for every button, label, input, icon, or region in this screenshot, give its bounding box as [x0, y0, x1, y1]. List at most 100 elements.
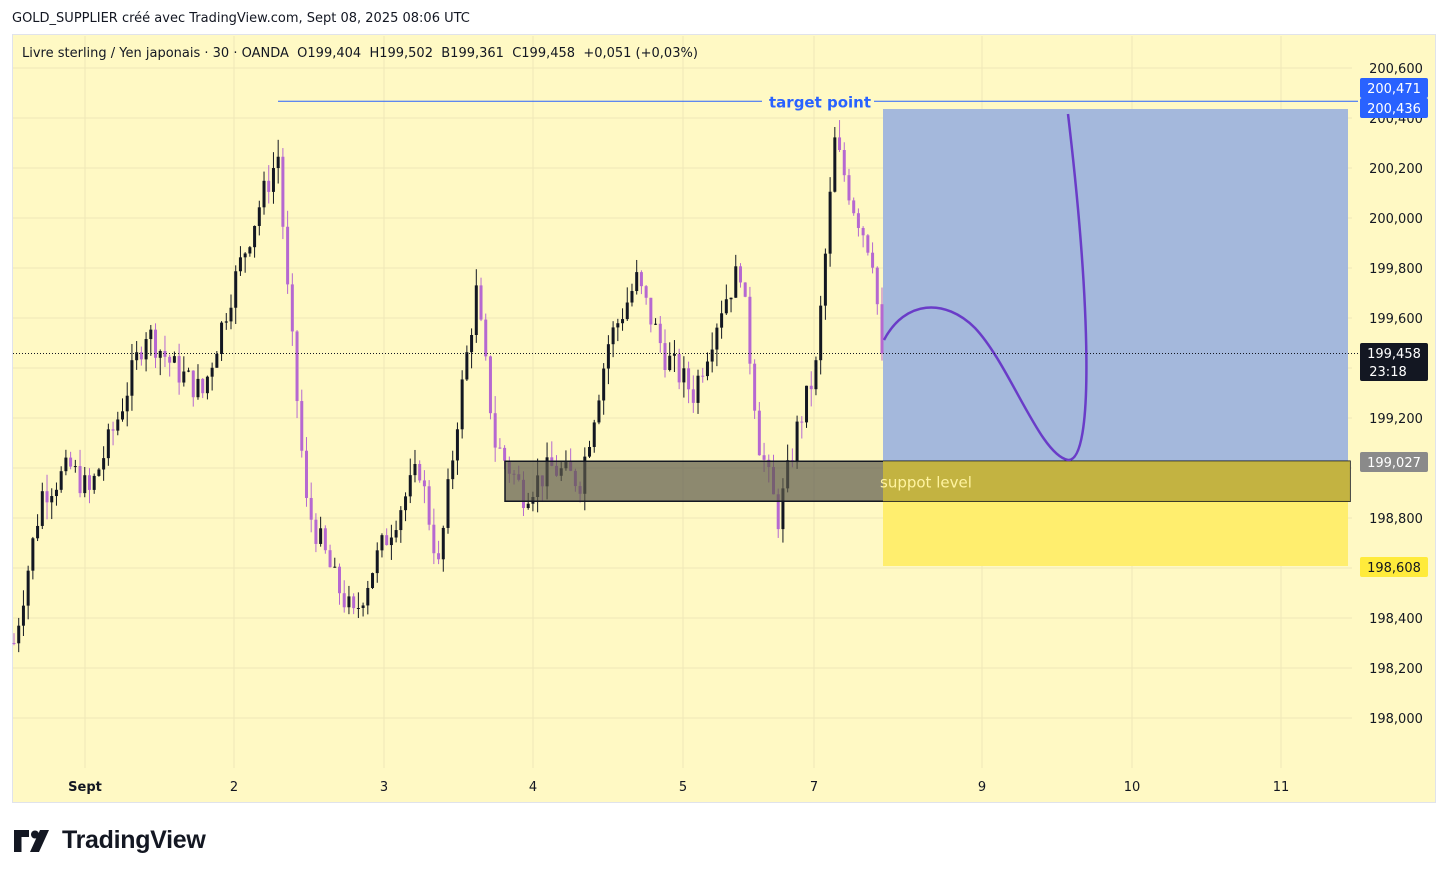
candle-body	[658, 323, 662, 344]
tag-target-entry-bg	[1360, 98, 1428, 118]
candle-body	[36, 525, 40, 539]
candle-body	[823, 253, 827, 306]
candle-body	[833, 137, 837, 192]
candle-body	[248, 247, 252, 254]
candle-body	[69, 457, 73, 467]
candle-body	[479, 285, 483, 320]
candle-body	[172, 356, 176, 363]
tag-support-text: 199,027	[1367, 456, 1421, 471]
candle-body	[163, 351, 167, 357]
projection-curve	[882, 113, 1088, 462]
price-axis-label: 198,200	[1369, 662, 1423, 677]
candle-body	[611, 327, 615, 345]
candle-body	[413, 463, 417, 476]
candle-body	[135, 352, 139, 361]
candle-body	[437, 553, 441, 560]
candle-body	[290, 284, 294, 332]
candle-body	[705, 361, 709, 377]
candle-body	[168, 356, 172, 363]
tag-current-price-countdown: 23:18	[1369, 365, 1406, 380]
candle-body	[408, 475, 412, 497]
tag-target-high: 200,471	[1360, 78, 1428, 98]
time-axis-label: 10	[1124, 780, 1141, 795]
tag-support: 199,027	[1360, 452, 1428, 472]
price-axis-label: 199,800	[1369, 262, 1423, 277]
drawings: suppot level target point	[13, 93, 1358, 502]
candle-body	[738, 266, 742, 283]
time-axis-label: 7	[810, 780, 818, 795]
candle-body	[304, 450, 308, 498]
candle-body	[12, 643, 16, 644]
candle-body	[389, 537, 393, 546]
candle-body	[668, 355, 672, 370]
candle-body	[602, 368, 606, 401]
candle-body	[187, 370, 191, 372]
candle-body	[734, 266, 738, 298]
tag-target-entry: 200,436	[1360, 98, 1428, 118]
candle-body	[446, 479, 450, 528]
support-level-overlay	[883, 461, 1350, 502]
candle-body	[144, 339, 148, 360]
candle-body	[201, 378, 205, 394]
candle-body	[40, 491, 44, 526]
target-point-label: target point	[769, 93, 871, 111]
candle-body	[465, 352, 469, 380]
candle-body	[328, 550, 332, 568]
candle-body	[333, 566, 337, 568]
time-axis-label: 4	[529, 780, 537, 795]
candle-body	[819, 305, 823, 361]
candle-body	[21, 605, 25, 626]
candle-body	[271, 168, 275, 192]
candle-body	[597, 400, 601, 423]
time-axis-label: Sept	[68, 780, 102, 795]
candle-body	[87, 475, 91, 490]
tradingview-wordmark: TradingView	[62, 826, 206, 854]
candle-body	[470, 335, 474, 353]
tag-current-price-bg	[1360, 343, 1428, 381]
candle-body	[262, 180, 266, 208]
candle-body	[371, 573, 375, 588]
price-axis-label: 199,200	[1369, 412, 1423, 427]
symbol-name[interactable]: Livre sterling / Yen japonais · 30 · OAN…	[22, 46, 289, 61]
candle-body	[314, 519, 318, 544]
candle-body	[682, 368, 686, 383]
candle-body	[319, 528, 323, 544]
candle-body	[654, 323, 658, 325]
candle-body	[64, 457, 68, 472]
candle-body	[323, 528, 327, 551]
candle-body	[880, 304, 884, 354]
candle-body	[776, 494, 780, 530]
candle-body	[125, 395, 129, 412]
ohlc-low: B199,361	[441, 46, 504, 61]
candle-body	[455, 429, 459, 461]
candle-body	[856, 213, 860, 228]
candle-body	[503, 447, 507, 461]
symbol-legend[interactable]: Livre sterling / Yen japonais · 30 · OAN…	[22, 46, 698, 61]
candle-body	[635, 272, 639, 292]
candle-body	[286, 226, 290, 285]
tag-current-price-text: 199,458	[1367, 347, 1421, 362]
tag-stop-text: 198,608	[1367, 561, 1421, 576]
candle-body	[347, 596, 351, 608]
tag-stop: 198,608	[1360, 557, 1428, 577]
candle-body	[677, 354, 681, 383]
candle-body	[493, 413, 497, 448]
candle-body	[630, 291, 634, 303]
price-axis: 200,600 200,200 200,000 199,800 199,600 199,2…	[1369, 62, 1423, 727]
candle-body	[743, 282, 747, 297]
candle-body	[498, 447, 502, 449]
candle-body	[606, 344, 610, 369]
candle-body	[762, 455, 766, 460]
time-axis-label: 5	[679, 780, 687, 795]
candle-body	[342, 593, 346, 608]
candle-body	[399, 510, 403, 531]
candle-body	[106, 429, 110, 459]
candle-body	[50, 496, 54, 503]
candle-body	[852, 200, 856, 214]
chart-attribution: GOLD_SUPPLIER créé avec TradingView.com,…	[12, 11, 470, 26]
tag-support-bg	[1360, 452, 1428, 472]
candle-body	[229, 307, 233, 322]
tradingview-logo[interactable]: TradingView	[14, 826, 206, 855]
price-axis-label: 198,400	[1369, 612, 1423, 627]
